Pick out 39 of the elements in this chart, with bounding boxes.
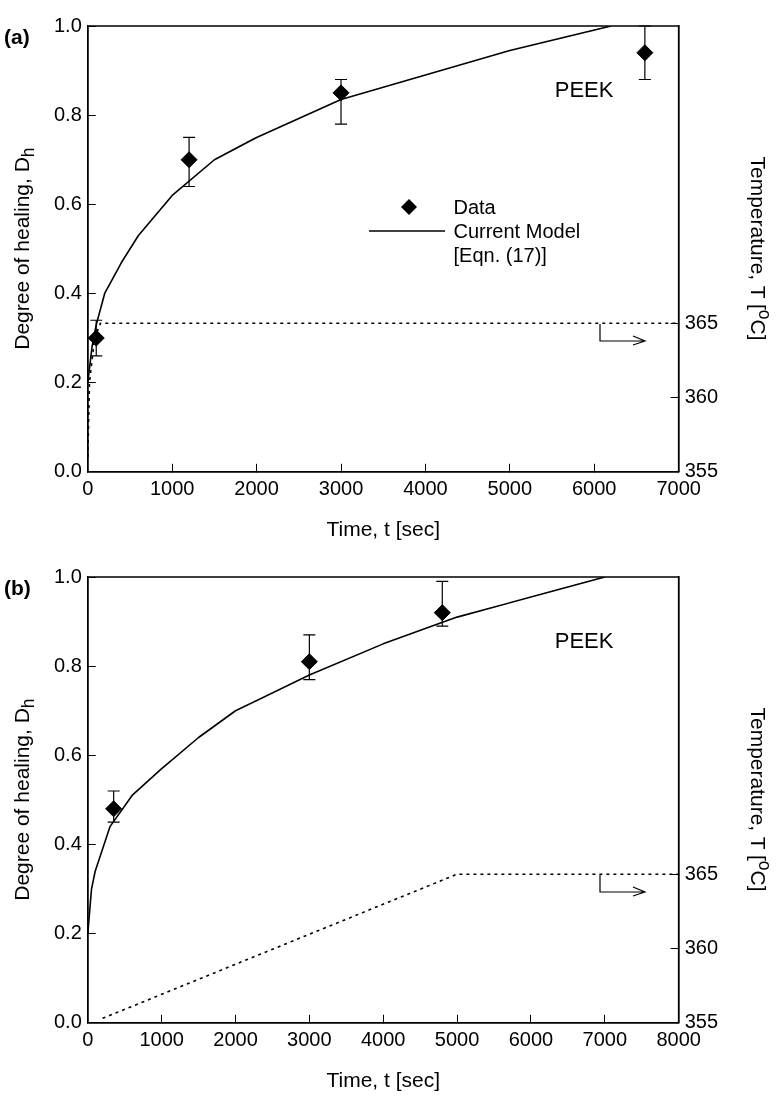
text: (a) [4,25,30,48]
x-tick-label: 6000 [508,1028,554,1051]
x-tick-label: 1000 [149,477,195,500]
y-tick-label: 0.4 [53,832,82,854]
y-tick-label: 1.0 [53,13,82,36]
y-tick-label: 0.0 [53,1010,82,1033]
y-tick-label: 0.6 [53,191,82,214]
y-tick-label: 0.8 [53,653,82,676]
x-tick-label: 5000 [487,477,533,500]
x-tick-label: 7000 [582,1028,628,1051]
x-axis-title: Time, t [sec] [326,517,441,541]
x-tick-label: 3000 [287,1028,332,1051]
x-tick-label: 6000 [571,477,617,500]
y-tick-label: 1.0 [53,564,82,587]
y-tick-label: 0.6 [53,742,82,765]
x-tick-label: 4000 [360,1028,406,1051]
x-tick-label: 1000 [139,1028,184,1051]
y2-tick-label: 360 [684,936,719,959]
y2-tick-label: 360 [684,385,719,408]
y2-tick-label: 365 [684,310,719,333]
y-tick-label: 0.4 [53,281,82,303]
y-tick-label: 0.2 [53,921,82,944]
legend-label: Data [453,195,497,220]
x-tick-label: 0 [82,1028,94,1051]
y-tick-label: 0.0 [53,459,82,482]
x-tick-label: 3000 [318,477,364,500]
y2-tick-label: 365 [684,861,719,884]
text: (b) [4,576,31,599]
x-tick-label: 5000 [434,1028,480,1051]
x-axis-title: Time, t [sec] [326,1068,441,1092]
x-tick-label: 2000 [213,1028,258,1051]
x-tick-label: 4000 [403,477,448,500]
annotation: PEEK [554,77,614,103]
annotation: PEEK [554,628,614,654]
x-tick-label: 0 [82,477,94,500]
y-tick-label: 0.8 [53,102,82,125]
x-tick-label: 2000 [234,477,279,500]
y-tick-label: 0.2 [53,370,82,393]
legend-label: Current Model [Eqn. (17)] [453,219,582,268]
